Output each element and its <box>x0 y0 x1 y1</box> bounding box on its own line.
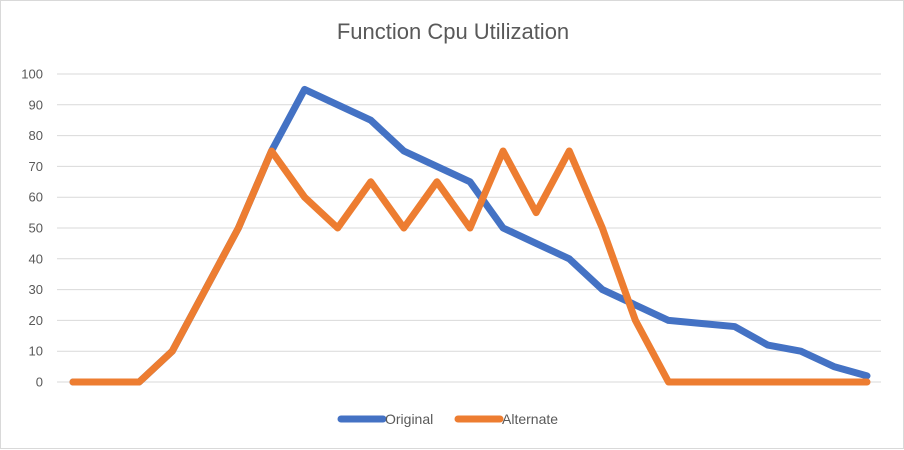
y-axis-tick-labels: 0 10 20 30 40 50 60 70 80 90 100 <box>21 67 43 390</box>
y-tick-label: 30 <box>29 282 43 297</box>
y-tick-label: 0 <box>36 375 43 390</box>
y-tick-label: 60 <box>29 190 43 205</box>
legend-label-alternate: Alternate <box>502 411 558 427</box>
series-lines <box>69 85 871 386</box>
legend: Original Alternate <box>337 411 558 427</box>
y-tick-label: 50 <box>29 221 43 236</box>
chart-title: Function Cpu Utilization <box>336 19 570 44</box>
series-line-alternate <box>69 147 871 386</box>
y-tick-label: 90 <box>29 97 43 112</box>
gridlines <box>57 73 881 383</box>
y-tick-label: 20 <box>29 313 43 328</box>
y-tick-label: 70 <box>29 159 43 174</box>
y-tick-label: 100 <box>21 67 43 82</box>
y-tick-label: 40 <box>29 251 43 266</box>
y-tick-label: 10 <box>29 344 43 359</box>
y-tick-label: 80 <box>29 128 43 143</box>
legend-label-original: Original <box>385 411 433 427</box>
series-line-original <box>69 85 871 386</box>
